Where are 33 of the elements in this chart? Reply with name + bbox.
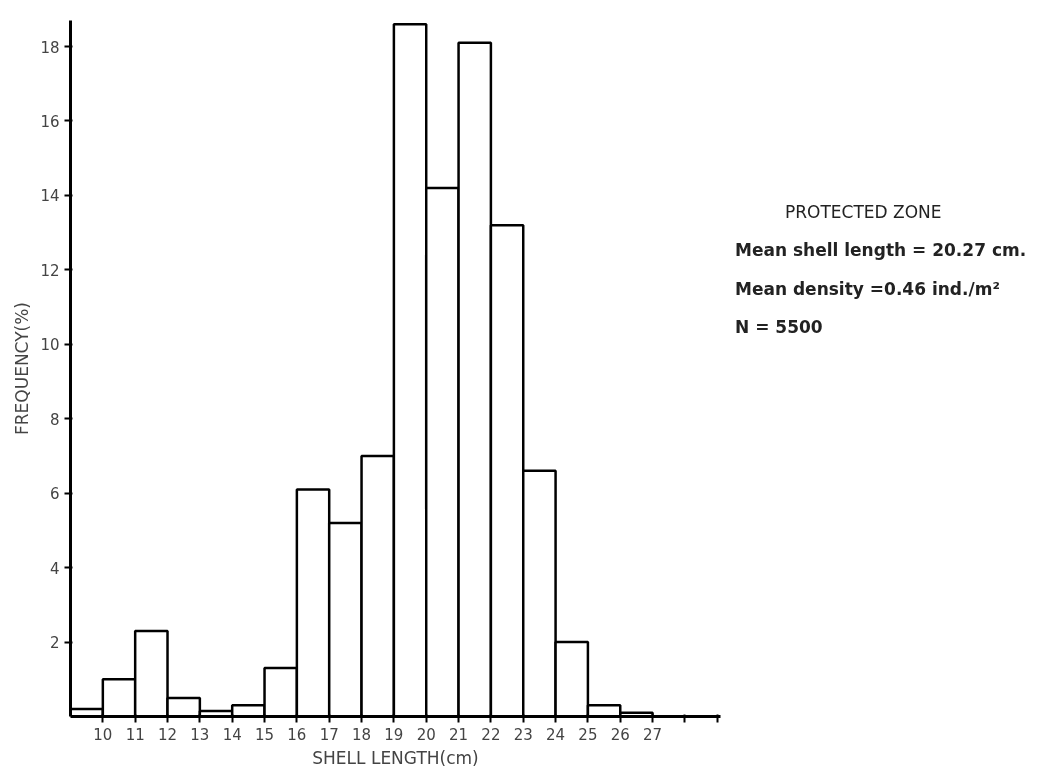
y-tick-label: 10 <box>40 336 60 355</box>
x-tick-label: 20 <box>416 725 436 744</box>
x-tick-label: 25 <box>578 725 598 744</box>
x-tick-label: 27 <box>643 725 663 744</box>
y-tick-label: 16 <box>40 112 60 131</box>
y-tick-label: 2 <box>49 634 60 653</box>
y-tick-label: 4 <box>49 559 60 578</box>
x-tick-label: 19 <box>384 725 404 744</box>
y-tick-label: 18 <box>40 38 60 57</box>
x-tick-label: 16 <box>287 725 307 744</box>
y-tick-label: 12 <box>40 261 60 280</box>
x-tick-label: 10 <box>93 725 113 744</box>
x-tick-label: 11 <box>125 725 145 744</box>
y-tick-label: 6 <box>49 485 60 504</box>
text: Mean density =0.46 ind./m² <box>735 277 1001 301</box>
x-tick-label: 22 <box>481 725 501 744</box>
x-tick-label: 24 <box>546 725 566 744</box>
y-tick-label: 14 <box>40 187 60 206</box>
x-axis-title: SHELL LENGTH(cm) <box>312 747 479 768</box>
x-tick-label: 12 <box>157 725 178 744</box>
x-tick-label: 14 <box>222 725 242 744</box>
x-tick-label: 26 <box>610 725 630 744</box>
text: PROTECTED ZONE <box>784 201 943 224</box>
x-tick-label: 17 <box>319 725 339 744</box>
text: Mean shell length = 20.27 cm. <box>735 239 1027 263</box>
text: N = 5500 <box>735 315 824 339</box>
y-tick-label: 8 <box>49 410 60 429</box>
y-axis-title: FREQUENCY(%) <box>12 301 33 435</box>
x-tick-label: 13 <box>190 725 210 744</box>
x-tick-label: 15 <box>254 725 275 744</box>
x-tick-label: 18 <box>352 725 372 744</box>
x-tick-label: 21 <box>449 725 469 744</box>
x-tick-label: 23 <box>513 725 533 744</box>
